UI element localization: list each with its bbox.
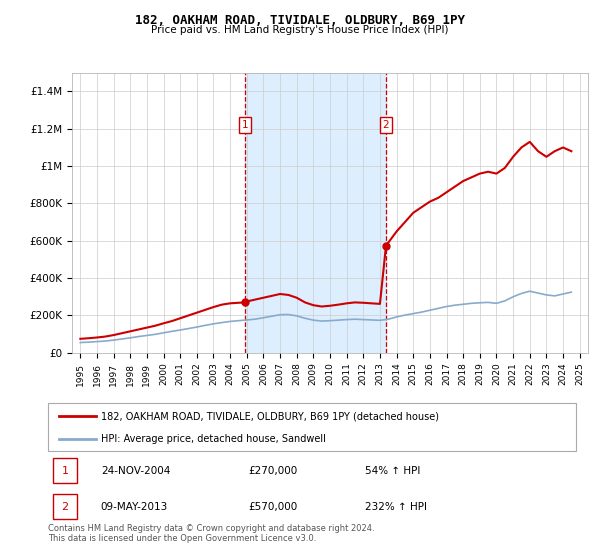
Text: HPI: Average price, detached house, Sandwell: HPI: Average price, detached house, Sand… bbox=[101, 434, 326, 444]
Bar bbox=[245, 73, 386, 353]
Text: 09-MAY-2013: 09-MAY-2013 bbox=[101, 502, 168, 512]
Text: £270,000: £270,000 bbox=[248, 465, 298, 475]
Text: 2: 2 bbox=[62, 502, 69, 512]
Text: 1: 1 bbox=[242, 120, 248, 130]
Text: Contains HM Land Registry data © Crown copyright and database right 2024.
This d: Contains HM Land Registry data © Crown c… bbox=[48, 524, 374, 543]
Text: £570,000: £570,000 bbox=[248, 502, 298, 512]
FancyBboxPatch shape bbox=[53, 494, 77, 519]
Text: 232% ↑ HPI: 232% ↑ HPI bbox=[365, 502, 427, 512]
Text: 182, OAKHAM ROAD, TIVIDALE, OLDBURY, B69 1PY: 182, OAKHAM ROAD, TIVIDALE, OLDBURY, B69… bbox=[135, 14, 465, 27]
Text: Price paid vs. HM Land Registry's House Price Index (HPI): Price paid vs. HM Land Registry's House … bbox=[151, 25, 449, 35]
FancyBboxPatch shape bbox=[53, 458, 77, 483]
Text: 24-NOV-2004: 24-NOV-2004 bbox=[101, 465, 170, 475]
Text: 1: 1 bbox=[62, 465, 68, 475]
Text: 182, OAKHAM ROAD, TIVIDALE, OLDBURY, B69 1PY (detached house): 182, OAKHAM ROAD, TIVIDALE, OLDBURY, B69… bbox=[101, 411, 439, 421]
Text: 2: 2 bbox=[383, 120, 389, 130]
Text: 54% ↑ HPI: 54% ↑ HPI bbox=[365, 465, 420, 475]
FancyBboxPatch shape bbox=[48, 403, 576, 451]
